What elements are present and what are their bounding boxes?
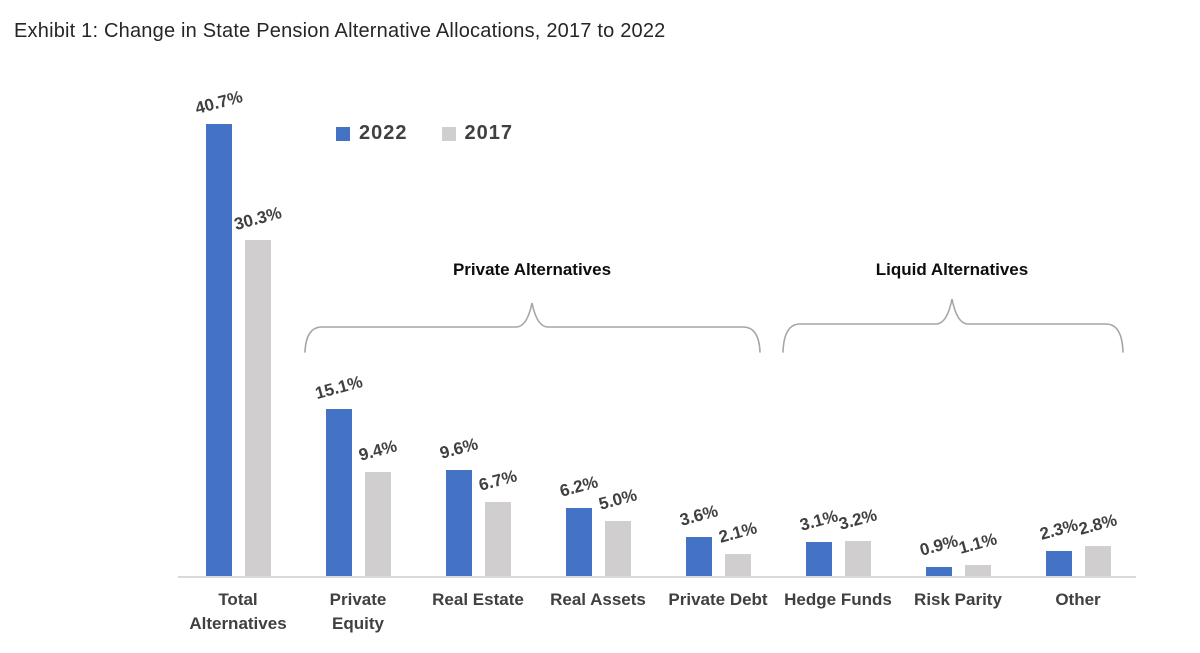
legend-swatch-icon <box>441 126 456 141</box>
category-label-private-debt: Private Debt <box>668 590 768 609</box>
value-label-2017-private-equity: 9.4% <box>356 436 400 465</box>
bar-2022-real-estate <box>446 470 472 577</box>
bar-2017-private-debt <box>725 554 751 577</box>
chart-legend: 2022 2017 <box>336 122 513 145</box>
category-label-private-equity: Private Equity <box>329 590 387 633</box>
legend-item-2017: 2017 <box>441 122 514 145</box>
category-label-total-alternatives: Total Alternatives <box>189 590 287 633</box>
bar-2022-real-assets <box>566 508 592 577</box>
group-label-private-alternatives: Private Alternatives <box>452 260 612 279</box>
category-label-real-assets: Real Assets <box>550 590 646 609</box>
bar-2017-real-assets <box>605 521 631 577</box>
legend-label: 2022 <box>359 122 408 144</box>
bar-2017-private-equity <box>365 472 391 577</box>
bar-2022-risk-parity <box>926 567 952 577</box>
private-alternatives-brace <box>304 302 761 353</box>
value-label-2017-real-estate: 6.7% <box>476 466 520 495</box>
bar-2017-risk-parity <box>965 565 991 577</box>
group-label-liquid-alternatives: Liquid Alternatives <box>875 260 1029 279</box>
category-label-risk-parity: Risk Parity <box>914 590 1002 609</box>
category-label-other: Other <box>1055 590 1101 609</box>
bar-2022-other <box>1046 551 1072 577</box>
value-label-2017-total-alternatives: 30.3% <box>232 203 284 234</box>
liquid-alternatives-brace <box>782 298 1124 353</box>
bar-2022-total-alternatives <box>206 124 232 577</box>
value-label-2022-private-equity: 15.1% <box>313 372 365 403</box>
bar-2017-real-estate <box>485 502 511 577</box>
bar-2022-hedge-funds <box>806 542 832 577</box>
bar-2022-private-debt <box>686 537 712 577</box>
value-label-2022-real-estate: 9.6% <box>437 434 481 463</box>
x-axis-line <box>178 576 1136 578</box>
legend-item-2022: 2022 <box>336 122 408 145</box>
category-label-hedge-funds: Hedge Funds <box>784 590 892 609</box>
value-label-2017-other: 2.8% <box>1076 510 1120 539</box>
bar-2017-hedge-funds <box>845 541 871 577</box>
legend-label: 2017 <box>464 122 513 144</box>
bar-2017-other <box>1085 546 1111 577</box>
chart-title: Exhibit 1: Change in State Pension Alter… <box>14 20 666 42</box>
bar-2017-total-alternatives <box>245 240 271 577</box>
bar-2022-private-equity <box>326 409 352 577</box>
legend-swatch-icon <box>336 126 350 141</box>
value-label-2022-total-alternatives: 40.7% <box>193 87 245 118</box>
category-label-real-estate: Real Estate <box>432 590 524 609</box>
